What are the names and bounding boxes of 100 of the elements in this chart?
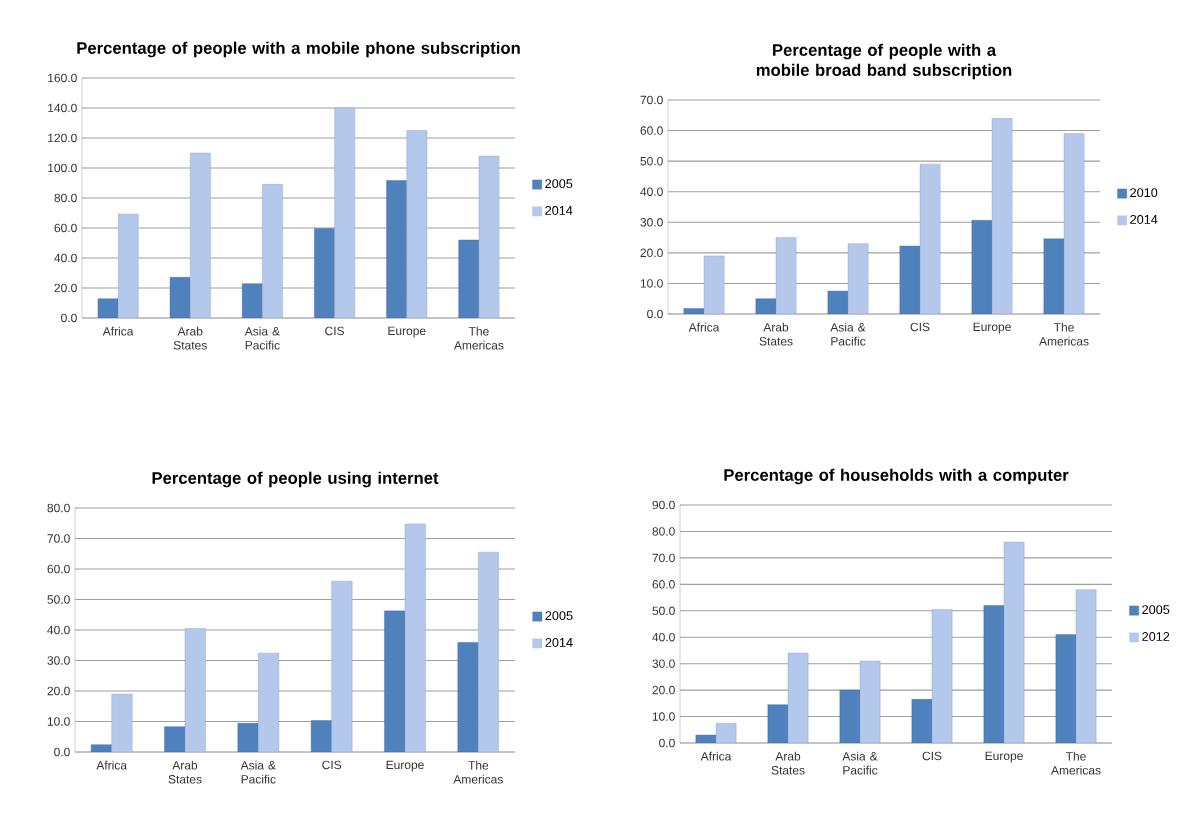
x-tick-label: The Americas xyxy=(453,326,504,350)
legend-label: 2005 xyxy=(1142,605,1170,615)
y-tick-label: 50.0 xyxy=(47,595,70,604)
chart-title: Percentage of people using internet xyxy=(152,471,439,488)
y-tick-label: 0.0 xyxy=(61,313,77,323)
y-tick-label: 30.0 xyxy=(640,218,663,227)
y-tick-label: 90.0 xyxy=(652,500,675,510)
x-tick-label: The Americas xyxy=(1051,751,1101,775)
bar xyxy=(386,180,407,318)
bar xyxy=(184,628,206,752)
legend-label: 2012 xyxy=(1142,632,1170,641)
y-tick-label: 60.0 xyxy=(54,223,77,233)
x-tick-label: Asia & Pacific xyxy=(240,760,276,784)
legend-label: 2005 xyxy=(545,179,573,189)
y-tick-label: 30.0 xyxy=(47,656,70,665)
x-tick-label: Arab States xyxy=(759,322,793,346)
y-tick-label: 40.0 xyxy=(54,253,77,263)
y-tick-label: 160.0 xyxy=(48,73,77,83)
x-tick-label: CIS xyxy=(322,760,342,770)
y-tick-label: 60.0 xyxy=(640,126,663,135)
legend-label: 2014 xyxy=(545,205,573,215)
bar xyxy=(190,152,211,318)
y-tick-label: 80.0 xyxy=(47,503,70,513)
x-tick-label: Europe xyxy=(985,751,1023,763)
y-tick-label: 40.0 xyxy=(640,187,663,196)
y-tick-label: 0.0 xyxy=(659,738,675,748)
y-tick-label: 70.0 xyxy=(640,95,663,105)
x-tick-label: CIS xyxy=(325,326,345,336)
x-tick-label: Africa xyxy=(96,760,127,770)
bar xyxy=(971,219,993,314)
y-tick-label: 120.0 xyxy=(48,133,77,143)
x-tick-label: Africa xyxy=(700,751,732,761)
bar xyxy=(458,239,480,318)
y-tick-label: 0.0 xyxy=(54,747,70,757)
bar xyxy=(478,552,500,752)
legend-label: 2005 xyxy=(545,611,573,621)
y-tick-label: 80.0 xyxy=(54,193,77,203)
chart-title: Percentage of households with a computer xyxy=(724,468,1069,485)
bar xyxy=(847,243,869,314)
bar xyxy=(237,723,259,752)
bar xyxy=(899,245,921,314)
bar xyxy=(331,581,353,752)
x-tick-label: Arab States xyxy=(168,760,202,784)
bar xyxy=(827,290,849,314)
bar xyxy=(406,130,428,318)
y-tick-label: 20.0 xyxy=(54,283,77,293)
x-tick-label: CIS xyxy=(910,322,930,332)
y-tick-label: 50.0 xyxy=(652,606,675,616)
y-tick-label: 80.0 xyxy=(652,527,675,536)
bar xyxy=(1043,238,1065,314)
x-tick-label: Asia & Pacific xyxy=(244,326,280,350)
bar xyxy=(931,609,953,743)
y-tick-label: 10.0 xyxy=(652,712,675,721)
bar xyxy=(457,642,479,752)
y-tick-label: 100.0 xyxy=(48,163,77,173)
bar xyxy=(384,610,406,752)
y-tick-label: 0.0 xyxy=(647,309,663,319)
bar xyxy=(683,308,705,314)
legend-label: 2014 xyxy=(1130,214,1158,224)
y-tick-label: 60.0 xyxy=(652,580,675,589)
y-tick-label: 20.0 xyxy=(47,686,70,696)
x-tick-label: The Americas xyxy=(1039,322,1089,346)
x-tick-label: Arab States xyxy=(771,751,805,775)
y-tick-label: 30.0 xyxy=(652,659,675,668)
bar xyxy=(787,652,809,743)
bar xyxy=(314,228,335,318)
x-tick-label: Europe xyxy=(973,322,1011,334)
x-tick-label: Europe xyxy=(388,326,426,338)
y-tick-label: 10.0 xyxy=(47,717,70,726)
y-tick-label: 140.0 xyxy=(48,103,77,113)
y-tick-label: 40.0 xyxy=(652,632,675,642)
bar xyxy=(258,652,280,752)
chart-title: Percentage of people with a mobile phone subscription xyxy=(77,41,520,58)
x-tick-label: Africa xyxy=(102,326,134,336)
bar xyxy=(169,277,191,318)
bar xyxy=(1003,541,1025,743)
y-tick-label: 40.0 xyxy=(47,625,70,635)
bar xyxy=(859,660,881,743)
y-tick-label: 20.0 xyxy=(640,248,663,258)
x-tick-label: Europe xyxy=(386,760,424,772)
x-tick-label: Asia & Pacific xyxy=(842,751,878,775)
bar xyxy=(111,693,133,752)
chart-title: Percentage of people with a mobile broad band subscription xyxy=(756,43,1012,80)
bar xyxy=(991,118,1013,314)
y-tick-label: 50.0 xyxy=(640,156,663,166)
bar xyxy=(117,213,139,318)
x-tick-label: Arab States xyxy=(173,326,207,350)
y-tick-label: 60.0 xyxy=(47,564,70,574)
bar xyxy=(334,107,355,318)
x-tick-label: Africa xyxy=(688,322,720,332)
bar xyxy=(1063,133,1085,314)
y-tick-label: 20.0 xyxy=(652,685,675,695)
bar xyxy=(703,255,725,314)
y-tick-label: 10.0 xyxy=(640,279,663,288)
bar xyxy=(1075,589,1097,743)
bar xyxy=(919,163,941,314)
x-tick-label: Asia & Pacific xyxy=(830,322,866,346)
bar xyxy=(404,523,426,752)
x-tick-label: The Americas xyxy=(453,760,503,784)
bar xyxy=(262,184,283,318)
